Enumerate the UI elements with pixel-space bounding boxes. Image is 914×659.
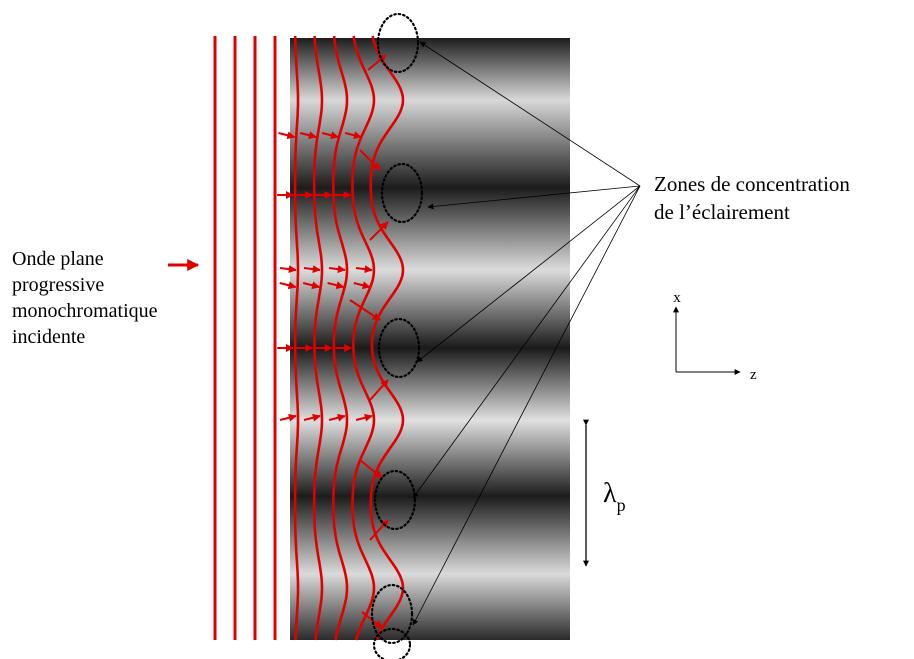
incident-wavefronts xyxy=(213,36,277,640)
propagation-arrow xyxy=(359,459,383,479)
propagation-arrow xyxy=(369,221,389,241)
concentration-ellipses xyxy=(370,12,424,659)
propagation-arrow xyxy=(279,265,297,274)
propagation-arrow xyxy=(344,131,362,140)
propagation-arrow xyxy=(327,281,345,290)
z-axis-label: z xyxy=(750,367,757,383)
concentration-zone xyxy=(372,627,412,659)
propagation-arrow xyxy=(299,131,317,140)
incident-wave-label-line: incidente xyxy=(12,326,86,348)
propagation-arrow xyxy=(355,265,373,274)
propagation-arrow xyxy=(303,265,321,274)
propagation-arrow xyxy=(355,413,373,422)
propagation-arrow xyxy=(328,413,346,422)
distorted-wavefront xyxy=(312,35,324,641)
propagation-arrow xyxy=(321,131,339,140)
concentration-zone xyxy=(377,317,421,379)
propagation-arrow xyxy=(369,379,389,401)
propagation-arrow xyxy=(303,413,321,422)
concentration-zone xyxy=(373,469,417,531)
zone-pointer-line xyxy=(412,185,641,626)
distorted-wavefront xyxy=(369,35,405,641)
concentration-zone xyxy=(370,583,414,645)
zone-pointer-line xyxy=(419,41,641,187)
concentration-zones-label: Zones de concentration de l’éclairement xyxy=(654,170,850,226)
modulated-medium xyxy=(290,38,570,640)
propagation-arrow xyxy=(278,131,296,140)
propagation-arrow xyxy=(279,413,297,422)
propagation-arrow xyxy=(367,54,387,71)
zone-pointer-line xyxy=(416,185,641,363)
concentration-zone xyxy=(380,162,424,224)
propagation-arrows xyxy=(277,54,389,629)
propagation-arrow xyxy=(279,281,297,290)
x-axis-label: x xyxy=(673,290,681,306)
zone-pointer-line xyxy=(412,185,641,499)
propagation-arrow xyxy=(328,265,346,274)
propagation-arrow xyxy=(353,281,371,290)
propagation-arrow xyxy=(349,299,381,321)
distorted-wavefront xyxy=(331,35,349,641)
distorted-wavefront xyxy=(293,35,300,641)
propagation-arrow xyxy=(369,519,389,541)
concentration-zone xyxy=(376,12,420,74)
incident-wave-label-line: progressive xyxy=(12,274,105,296)
concentration-zones-label-line: de l’éclairement xyxy=(654,200,790,224)
incident-wave-label-line: monochromatique xyxy=(12,300,158,322)
period-symbol: λp xyxy=(603,478,626,515)
concentration-zones-label-line: Zones de concentration xyxy=(654,172,850,196)
zone-pointer-lines xyxy=(412,41,641,626)
period-subscript: p xyxy=(617,495,626,515)
zone-pointer-line xyxy=(427,185,641,210)
incident-wave-label: Onde plane progressive monochromatique i… xyxy=(12,246,158,350)
incident-wave-label-line: Onde plane xyxy=(12,248,104,270)
propagation-arrow xyxy=(302,281,320,290)
propagation-arrow xyxy=(359,149,381,171)
